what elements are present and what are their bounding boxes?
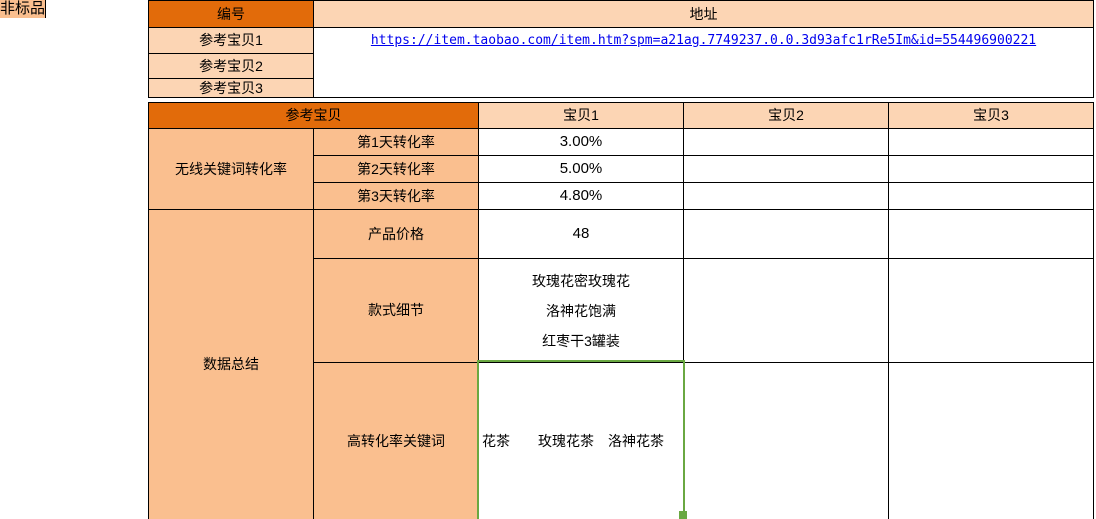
style-detail-item2-cell[interactable] [683,258,889,363]
ref-item-1-label-cell[interactable]: 参考宝贝1 [148,27,314,54]
keywords-item2-cell[interactable] [683,362,889,519]
style-line-2: 洛神花饱满 [546,302,616,319]
summary-group-cell[interactable]: 数据总结 [148,209,314,519]
ref-item-2-url-cell[interactable] [313,53,1094,79]
conversion-group-cell[interactable]: 无线关键词转化率 [148,128,314,210]
conv-day2-label-cell[interactable]: 第2天转化率 [313,155,479,183]
conv-day2-item2-cell[interactable] [683,155,889,183]
price-item2-cell[interactable] [683,209,889,259]
conv-day1-item3-cell[interactable] [888,128,1094,156]
ref-item-1-url-cell[interactable]: https://item.taobao.com/item.htm?spm=a21… [313,27,1094,54]
conv-day2-item3-cell[interactable] [888,155,1094,183]
reference-items-header-cell[interactable]: 参考宝贝 [148,102,479,129]
item3-header-cell[interactable]: 宝贝3 [888,102,1094,129]
style-detail-label-cell[interactable]: 款式细节 [313,258,479,363]
item1-header-cell[interactable]: 宝贝1 [478,102,684,129]
ref-item-3-url-cell[interactable] [313,78,1094,98]
conv-day3-item3-cell[interactable] [888,182,1094,210]
ref-item-3-label-cell[interactable]: 参考宝贝3 [148,78,314,98]
ref-item-2-label-cell[interactable]: 参考宝贝2 [148,53,314,79]
style-line-1: 玫瑰花密玫瑰花 [532,272,630,289]
id-header-cell[interactable]: 编号 [148,0,314,28]
style-detail-item3-cell[interactable] [888,258,1094,363]
price-item1-cell[interactable]: 48 [478,209,684,259]
category-cell[interactable]: 非标品 [0,0,47,18]
conv-day3-item2-cell[interactable] [683,182,889,210]
taobao-link[interactable]: https://item.taobao.com/item.htm?spm=a21… [370,32,1037,48]
price-item3-cell[interactable] [888,209,1094,259]
keywords-label-cell[interactable]: 高转化率关键词 [313,362,479,519]
conv-day1-item1-cell[interactable]: 3.00% [478,128,684,156]
keywords-item1-cell[interactable]: 花茶 玫瑰花茶 洛神花茶 [478,362,684,519]
conv-day1-item2-cell[interactable] [683,128,889,156]
conv-day3-item1-cell[interactable]: 4.80% [478,182,684,210]
style-detail-item1-cell[interactable]: 玫瑰花密玫瑰花 洛神花饱满 红枣干3罐装 [478,258,684,363]
address-header-cell[interactable]: 地址 [313,0,1094,28]
item2-header-cell[interactable]: 宝贝2 [683,102,889,129]
conv-day3-label-cell[interactable]: 第3天转化率 [313,182,479,210]
price-label-cell[interactable]: 产品价格 [313,209,479,259]
conv-day2-item1-cell[interactable]: 5.00% [478,155,684,183]
style-line-3: 红枣干3罐装 [542,332,620,349]
conv-day1-label-cell[interactable]: 第1天转化率 [313,128,479,156]
keywords-item3-cell[interactable] [888,362,1094,519]
